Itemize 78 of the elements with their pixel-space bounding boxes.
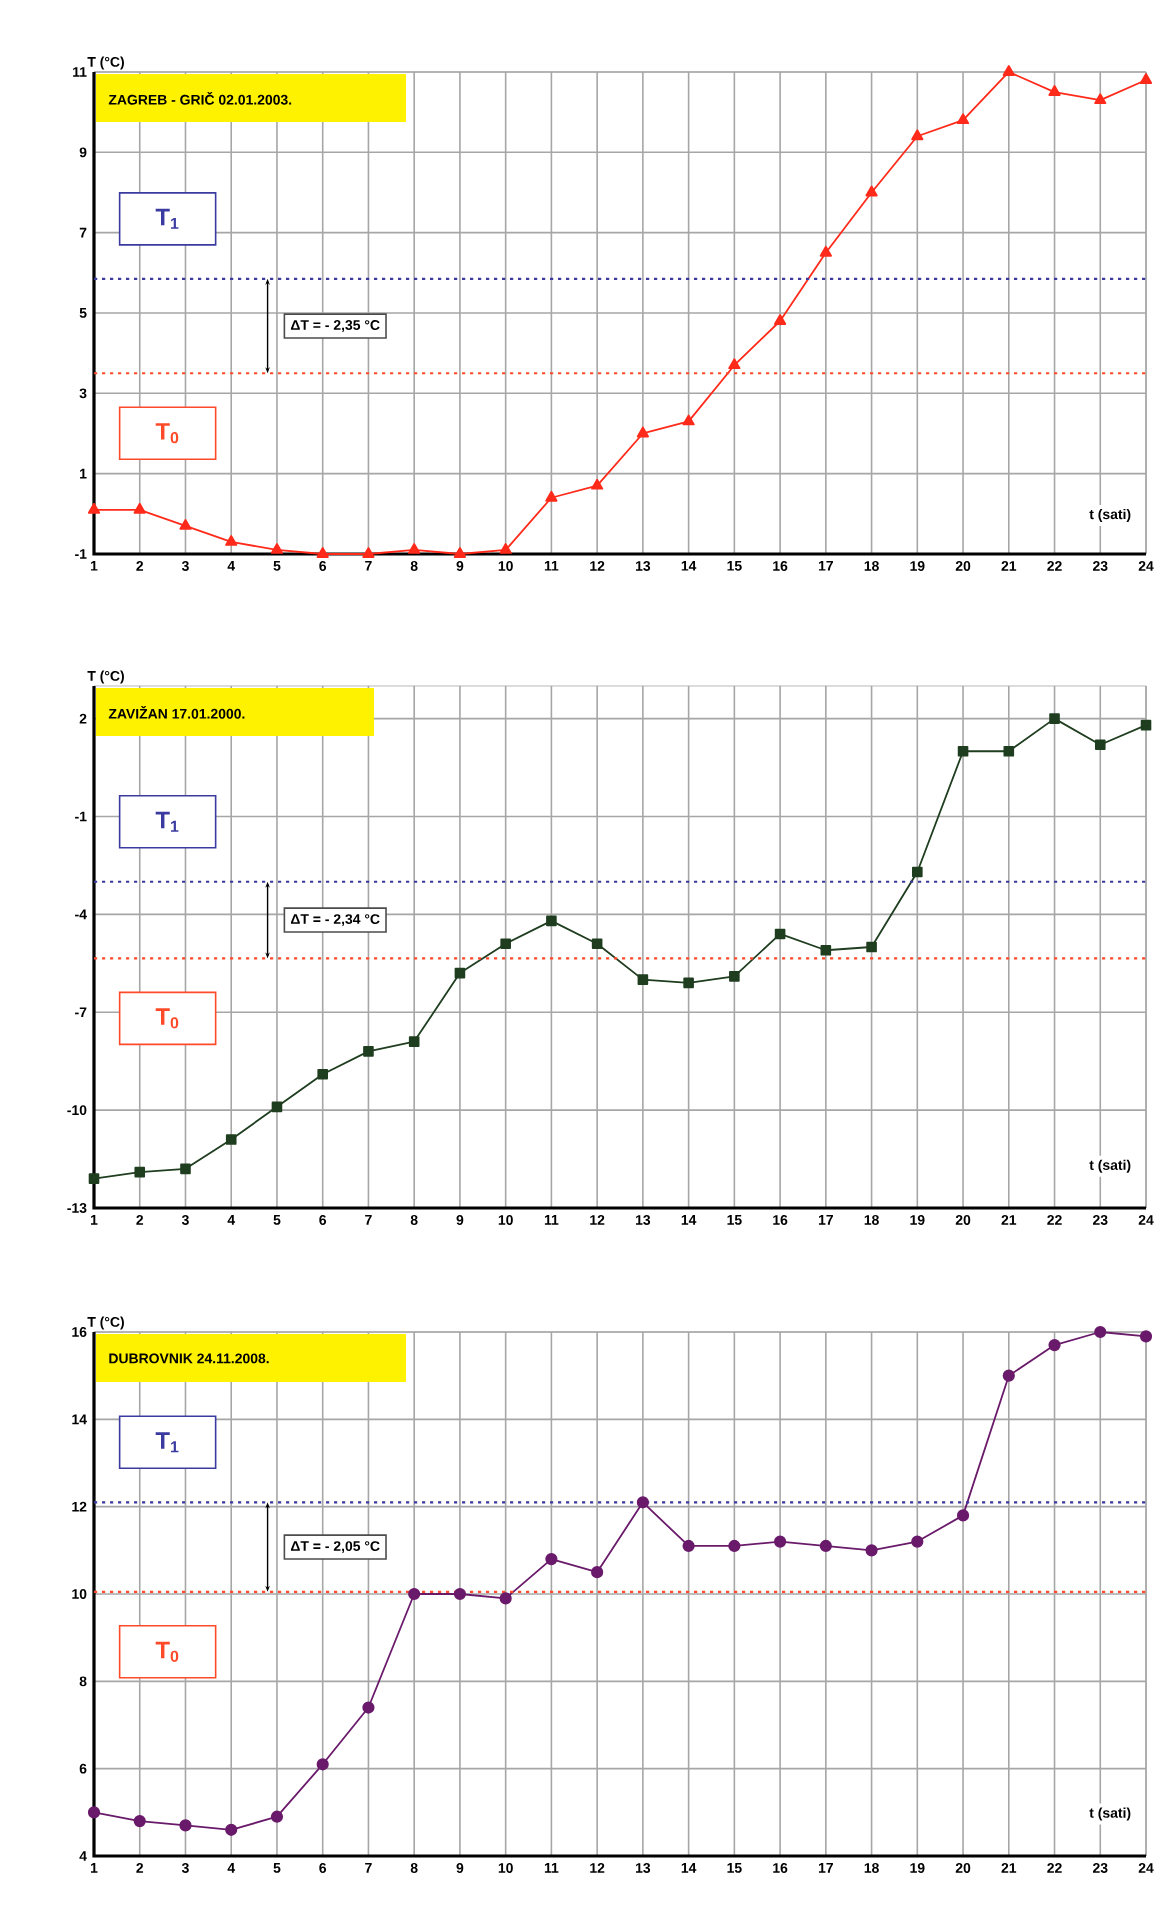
ref-line-label: T$_{1}$ [155, 208, 179, 229]
point [819, 1539, 832, 1553]
point [682, 1539, 695, 1553]
point [316, 547, 329, 558]
point [270, 543, 284, 554]
point [270, 1810, 284, 1823]
point [865, 185, 878, 197]
point [362, 547, 375, 558]
point [545, 490, 558, 502]
point [637, 974, 649, 985]
point [408, 543, 421, 554]
ref-line-label: T$_{1}$ [155, 811, 179, 832]
point [134, 1166, 146, 1178]
point [1139, 73, 1153, 84]
point [1094, 1325, 1107, 1339]
point [317, 1068, 328, 1080]
point [591, 1566, 604, 1579]
point [820, 944, 832, 956]
point [911, 1535, 924, 1548]
point [225, 1823, 238, 1836]
point [956, 113, 970, 125]
point [774, 1535, 787, 1548]
point [1048, 1339, 1061, 1352]
ref-line-label: T$_{0}$ [155, 1641, 179, 1662]
point [87, 1806, 101, 1819]
point [683, 977, 694, 989]
point [956, 1509, 970, 1522]
point [87, 502, 101, 514]
point [1139, 1330, 1153, 1343]
ref-line-label: T$_{1}$ [155, 1432, 179, 1453]
point [500, 938, 511, 950]
point [1140, 719, 1152, 731]
point [1049, 713, 1060, 724]
point [1003, 745, 1015, 757]
point [179, 518, 192, 530]
point [728, 358, 741, 370]
point [912, 866, 923, 878]
point [591, 938, 603, 950]
point [1002, 1369, 1015, 1382]
point [179, 1819, 192, 1832]
ref-line-label: T$_{0}$ [155, 423, 179, 444]
point [911, 129, 924, 141]
point [408, 1587, 421, 1601]
point [636, 1496, 649, 1509]
point [774, 314, 787, 325]
point [133, 1814, 146, 1828]
point [225, 535, 238, 546]
point [363, 1046, 374, 1057]
point [957, 745, 969, 757]
ref-line-label: T$_{0}$ [155, 1008, 179, 1029]
point [499, 1592, 512, 1605]
point [316, 1758, 329, 1771]
point [774, 928, 786, 940]
point [453, 1587, 467, 1601]
point [1094, 739, 1106, 751]
point [682, 414, 695, 426]
point [1094, 93, 1107, 104]
point [636, 426, 649, 438]
point [728, 1539, 741, 1553]
point [865, 1544, 878, 1557]
point [133, 502, 146, 514]
point [362, 1701, 375, 1714]
point [591, 478, 604, 490]
point [88, 1173, 100, 1184]
point [546, 915, 557, 927]
point [454, 967, 466, 979]
point [729, 971, 740, 982]
point [545, 1552, 558, 1566]
point [1002, 65, 1015, 76]
point [180, 1163, 191, 1175]
point [866, 941, 877, 953]
point [453, 547, 467, 558]
point [225, 1134, 237, 1145]
point [499, 543, 512, 554]
point [408, 1036, 420, 1047]
point [1048, 85, 1061, 96]
point [819, 245, 832, 257]
point [271, 1101, 283, 1113]
